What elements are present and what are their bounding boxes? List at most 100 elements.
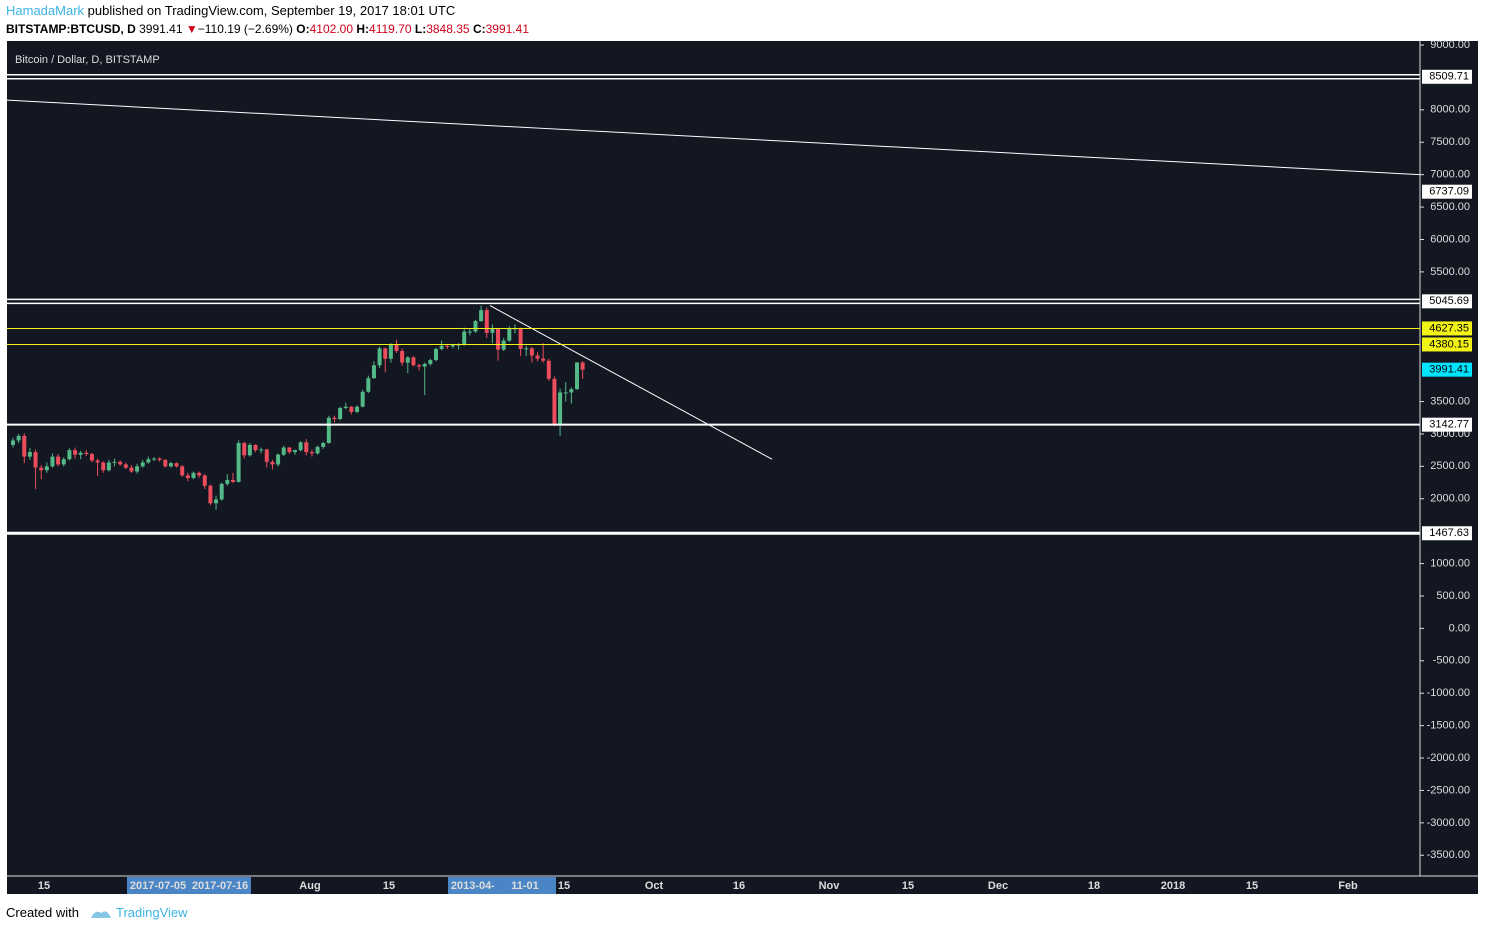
candle-body	[56, 456, 61, 465]
candle-body	[332, 417, 337, 420]
x-tick-label: 15	[1246, 880, 1258, 892]
chart: Bitcoin / Dollar, D, BITSTAMP 9000.00 800…	[6, 39, 1478, 894]
candle-body	[445, 345, 450, 347]
y-tick-label: 1000.00	[1430, 557, 1470, 569]
candle-body	[343, 406, 348, 409]
y-tick-label: -2500.00	[1427, 784, 1470, 796]
candle-body	[309, 452, 314, 454]
logo	[90, 910, 111, 918]
candle-body	[524, 348, 529, 350]
y-tick-label: 7500.00	[1430, 136, 1470, 148]
brand[interactable]: TradingView	[116, 905, 188, 920]
candle-body	[315, 446, 320, 454]
change: −110.19 (−2.69%)	[197, 22, 293, 36]
h-label: H:	[356, 22, 370, 36]
candle-body	[535, 355, 540, 359]
candle-body	[490, 328, 495, 333]
price-label: 8509.71	[1429, 71, 1469, 83]
candle-body	[140, 462, 145, 467]
open: 4102.00	[309, 22, 354, 36]
candle-body	[456, 344, 461, 346]
candle-body	[467, 331, 472, 333]
x-tick-label: 11-01	[511, 880, 539, 892]
candle-body	[321, 443, 326, 447]
x-tick-label: 2017-07-16	[192, 880, 248, 892]
candle-body	[101, 462, 106, 471]
y-tick-label: 2500.00	[1430, 460, 1470, 472]
price-label: 6737.09	[1429, 186, 1469, 198]
candle-body	[349, 406, 354, 412]
candle-body	[230, 479, 235, 482]
candle-body	[264, 449, 269, 462]
published: published on TradingView.com, September …	[87, 3, 456, 18]
candle-body	[236, 443, 241, 482]
x-tick-label: 2013-04-01	[451, 880, 507, 892]
candle-body	[214, 499, 219, 504]
candle-body	[383, 348, 388, 359]
candle-body	[366, 378, 371, 392]
candle-body	[298, 442, 303, 451]
candle-body	[146, 459, 151, 463]
y-tick-label: 6500.00	[1430, 201, 1470, 213]
candle-body	[580, 362, 585, 370]
candle-body	[61, 459, 66, 465]
x-tick-label: 15	[38, 880, 50, 892]
price-label: 5045.69	[1429, 295, 1469, 307]
candle-body	[394, 344, 399, 351]
candle-body	[270, 461, 275, 465]
time-highlight	[494, 877, 556, 894]
y-tick-label: 7000.00	[1430, 169, 1470, 181]
c-label: C:	[472, 22, 486, 36]
o-label: O:	[296, 22, 310, 36]
last: 3991.41	[139, 22, 183, 36]
candle-body	[400, 350, 405, 363]
high: 4119.70	[369, 22, 412, 36]
candle-body	[541, 358, 546, 361]
candle-body	[27, 452, 32, 457]
candle-body	[417, 365, 422, 367]
price-label-box	[1422, 526, 1472, 541]
candle-body	[473, 321, 478, 332]
candle-body	[518, 328, 523, 350]
author[interactable]: HamadaMark	[6, 3, 85, 18]
candle-body	[360, 391, 365, 407]
candle-body	[434, 349, 438, 361]
candle-body	[242, 443, 247, 456]
candle-body	[479, 310, 484, 322]
candle-body	[95, 460, 100, 463]
x-tick-label: Dec	[988, 880, 1008, 892]
y-tick-label: -1500.00	[1427, 720, 1470, 732]
price-label: 4380.15	[1429, 338, 1469, 350]
candle-body	[428, 360, 433, 364]
price-label-box	[1422, 362, 1472, 377]
price-label: 3991.41	[1429, 364, 1469, 376]
candle-body	[507, 328, 512, 341]
x-tick-label: 15	[902, 880, 914, 892]
candle-body	[405, 357, 410, 363]
candle-body	[546, 360, 551, 379]
y-tick-label: 6000.00	[1430, 233, 1470, 245]
candle-body	[450, 345, 455, 347]
close: 3991.41	[485, 22, 529, 36]
y-tick-label: -3500.00	[1427, 849, 1470, 861]
candle-body	[558, 392, 563, 425]
price-label-box	[1422, 294, 1472, 309]
x-tick-label: 15	[383, 880, 395, 892]
l-label: L:	[414, 22, 427, 36]
candle-body	[225, 479, 230, 484]
candle-body	[44, 466, 49, 471]
y-tick-label: 5500.00	[1430, 266, 1470, 278]
candle-body	[462, 331, 467, 345]
price-label-box	[1422, 184, 1472, 199]
price-label-box	[1422, 321, 1472, 336]
candle-body	[304, 442, 309, 453]
candle-body	[219, 483, 224, 500]
price-label: 1467.63	[1429, 527, 1469, 539]
candle-body	[39, 467, 44, 471]
x-tick-label: 2017-07-05	[130, 880, 186, 892]
candle-body	[191, 472, 196, 479]
time-highlight	[127, 877, 189, 894]
chart-title: Bitcoin / Dollar, D, BITSTAMP	[15, 54, 160, 66]
candle-body	[135, 466, 140, 472]
